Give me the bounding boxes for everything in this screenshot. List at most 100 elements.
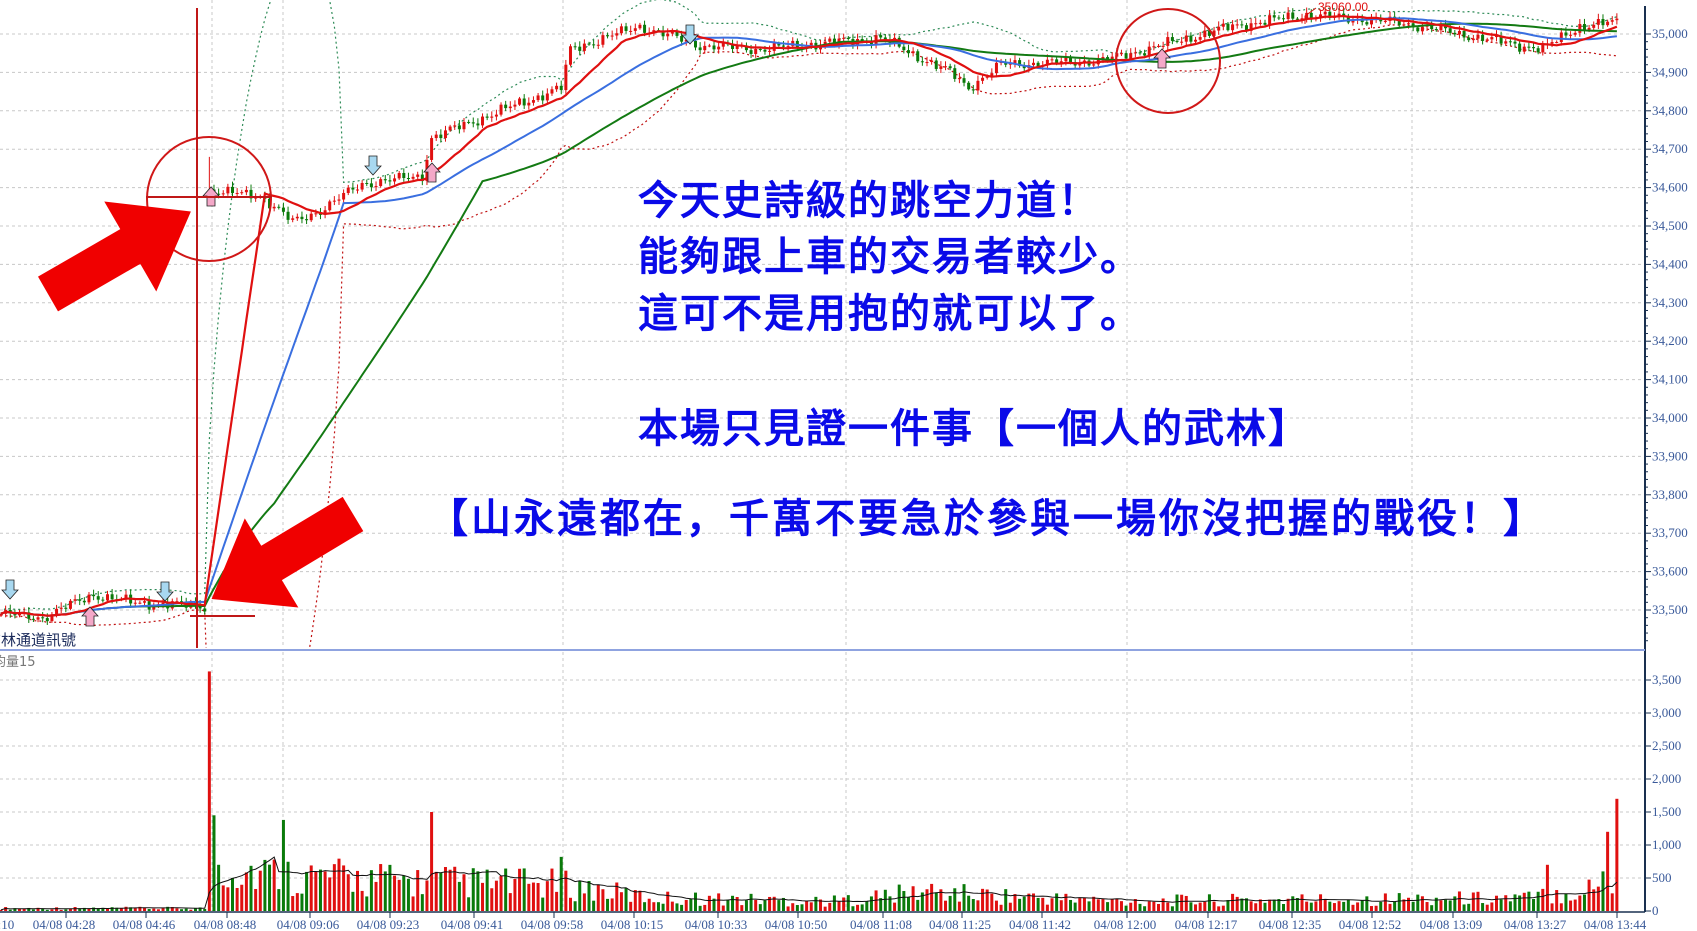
volume-bar <box>1157 903 1160 911</box>
candle-body <box>615 33 619 36</box>
volume-bar <box>300 893 304 911</box>
volume-bar <box>726 899 730 911</box>
volume-bar <box>1569 900 1573 911</box>
candle <box>490 111 494 122</box>
candle-body <box>1448 28 1452 33</box>
volume-bar <box>999 904 1003 911</box>
candle-body <box>758 48 762 50</box>
candle-body <box>906 50 910 54</box>
volume-bar <box>800 904 804 911</box>
volume-bar <box>1388 903 1392 911</box>
candle-body <box>619 26 623 34</box>
volume-bar <box>295 893 299 911</box>
candle-body <box>457 125 461 130</box>
candle <box>332 196 336 206</box>
volume-bar <box>1036 897 1040 911</box>
candle <box>601 31 605 48</box>
candle-body <box>1055 59 1059 64</box>
price-tick-label: 33,900 <box>1652 448 1688 463</box>
candle-body <box>231 186 234 193</box>
volume-bar <box>96 908 100 911</box>
candle-body <box>869 41 873 45</box>
candle-body <box>1550 42 1554 44</box>
candle <box>596 39 600 50</box>
volume-bar <box>781 897 785 911</box>
candle-body <box>27 612 31 619</box>
candle <box>499 102 503 117</box>
candle-body <box>82 600 86 603</box>
price-tick-label: 34,000 <box>1652 410 1688 425</box>
candle <box>1217 21 1221 35</box>
candle <box>504 100 508 112</box>
volume-bar <box>633 890 637 911</box>
candle <box>633 23 637 35</box>
volume-bar <box>828 902 832 911</box>
candle-body <box>536 95 540 101</box>
volume-bar <box>837 901 841 911</box>
candle-body <box>439 134 443 139</box>
volume-bar <box>22 908 26 911</box>
volume-bar <box>893 902 897 911</box>
candle <box>1601 14 1605 29</box>
volume-bar <box>763 900 767 911</box>
volume-bar <box>1110 899 1114 911</box>
candle <box>365 179 369 187</box>
candle-body <box>481 116 485 126</box>
candle-body <box>985 76 989 78</box>
candle <box>221 190 225 197</box>
volume-bar <box>846 895 850 911</box>
candle-body <box>1175 40 1179 42</box>
candle-body <box>555 85 559 90</box>
volume-bar <box>1069 899 1073 911</box>
candle <box>508 101 512 113</box>
volume-bar <box>31 909 35 911</box>
candle-body <box>1476 34 1480 39</box>
candle <box>527 97 531 110</box>
candle-body <box>244 189 248 193</box>
volume-bar <box>457 881 461 911</box>
candle-body <box>1045 59 1049 66</box>
candle-body <box>1527 46 1531 48</box>
volume-bar <box>1133 899 1137 911</box>
volume-bar <box>768 896 772 911</box>
candle-body <box>286 211 290 220</box>
volume-bar <box>541 897 545 911</box>
candle <box>439 129 443 143</box>
volume-bar <box>772 896 776 911</box>
volume-bar <box>406 878 410 911</box>
candle <box>939 61 943 74</box>
volume-bar <box>1564 893 1568 911</box>
candle-body <box>101 599 105 601</box>
arrow-down-icon <box>156 581 174 602</box>
buy-signal-arrow-icon <box>81 606 99 627</box>
candle-body <box>777 43 781 46</box>
volume-bar <box>721 905 725 911</box>
candle-body <box>1485 39 1489 41</box>
volume-bar <box>416 870 420 911</box>
candle <box>1180 36 1184 46</box>
candle <box>1606 19 1610 27</box>
volume-bar <box>420 894 424 911</box>
candle <box>1258 19 1262 26</box>
volume-bar <box>490 888 494 911</box>
candle-body <box>346 187 350 193</box>
candle-body <box>402 173 406 178</box>
candle-body <box>1249 23 1253 31</box>
candle <box>101 596 105 603</box>
candle-body <box>462 121 466 130</box>
volume-bar <box>1481 903 1485 911</box>
volume-bar <box>203 908 207 911</box>
candle-body <box>1212 30 1216 36</box>
candle <box>731 39 735 53</box>
candle-body <box>504 104 508 109</box>
candle <box>670 28 674 37</box>
x-tick-label: 04/08 13:44 <box>1584 917 1647 931</box>
candle-body <box>1133 52 1137 54</box>
candle-body <box>694 40 697 48</box>
volume-bar <box>1008 902 1012 911</box>
x-tick-label: 04/08 09:41 <box>441 917 503 931</box>
candle-body <box>152 605 156 610</box>
volume-bar <box>1328 901 1332 911</box>
candle-body <box>1170 37 1174 41</box>
volume-bar <box>180 909 184 911</box>
